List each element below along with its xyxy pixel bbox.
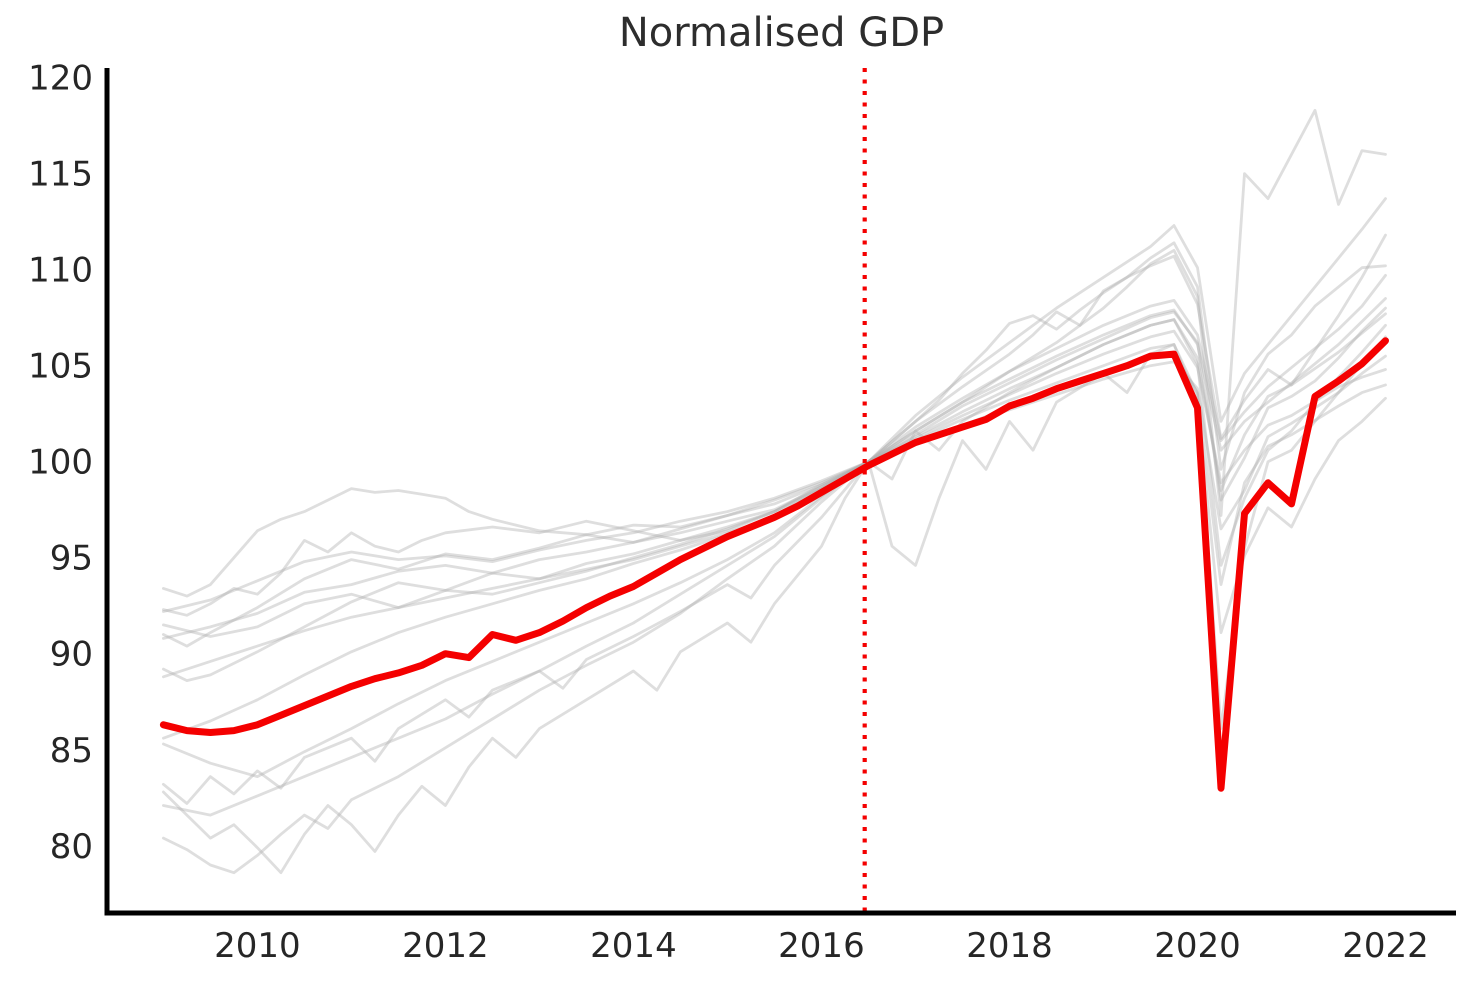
- y-tick-label: 80: [50, 827, 93, 867]
- y-tick-label: 95: [50, 539, 93, 579]
- x-tick-label: 2014: [590, 926, 677, 966]
- background-series-line-country-01: [161, 354, 1387, 598]
- x-tick-label: 2010: [214, 926, 301, 966]
- x-tick-label: 2018: [966, 926, 1053, 966]
- y-tick-label: 90: [50, 635, 93, 675]
- x-tick-label: 2016: [778, 926, 865, 966]
- background-series-line-country-10: [161, 318, 1387, 805]
- chart-title: Normalised GDP: [618, 10, 945, 56]
- highlighted-series-line: [159, 337, 1389, 792]
- y-tick-label: 115: [28, 155, 93, 195]
- background-series-line-country-02: [161, 306, 1387, 617]
- background-series-line-country-12: [161, 241, 1387, 817]
- x-tick-label: 2020: [1154, 926, 1241, 966]
- background-series-line-country-03: [161, 233, 1387, 613]
- x-tick-label: 2022: [1342, 926, 1429, 966]
- y-tick-label: 85: [50, 731, 93, 771]
- x-tick-label: 2012: [402, 926, 489, 966]
- y-tick-label: 120: [28, 59, 93, 99]
- y-tick-label: 105: [28, 347, 93, 387]
- background-series-line-country-13: [161, 197, 1387, 875]
- y-tick-label: 100: [28, 443, 93, 483]
- y-tick-label: 110: [28, 251, 93, 291]
- background-series-line-country-06: [161, 352, 1387, 682]
